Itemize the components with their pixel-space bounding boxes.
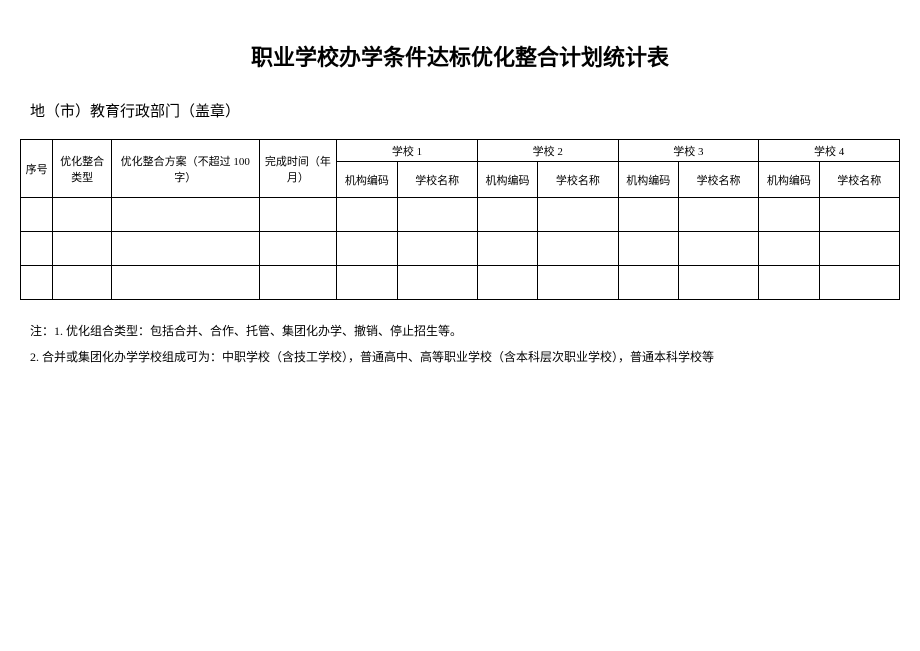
cell <box>759 198 819 232</box>
table-row <box>21 232 900 266</box>
cell <box>397 266 477 300</box>
col-type: 优化整合类型 <box>53 140 112 198</box>
col-org-code-3: 机构编码 <box>618 162 678 198</box>
notes-section: 注：1. 优化组合类型：包括合并、合作、托管、集团化办学、撤销、停止招生等。 2… <box>20 318 900 371</box>
cell <box>819 198 899 232</box>
col-plan: 优化整合方案（不超过 100 字） <box>112 140 259 198</box>
cell <box>678 266 758 300</box>
cell <box>259 232 337 266</box>
col-school-4: 学校 4 <box>759 140 900 162</box>
table-row <box>21 198 900 232</box>
cell <box>759 232 819 266</box>
note-1: 注：1. 优化组合类型：包括合并、合作、托管、集团化办学、撤销、停止招生等。 <box>30 318 900 344</box>
cell <box>397 198 477 232</box>
cell <box>538 266 618 300</box>
col-school-1: 学校 1 <box>337 140 478 162</box>
col-seq: 序号 <box>21 140 53 198</box>
cell <box>337 266 397 300</box>
cell <box>53 232 112 266</box>
cell <box>538 198 618 232</box>
cell <box>477 198 537 232</box>
cell <box>538 232 618 266</box>
cell <box>53 198 112 232</box>
table-row <box>21 266 900 300</box>
col-school-name-2: 学校名称 <box>538 162 618 198</box>
cell <box>112 266 259 300</box>
cell <box>678 198 758 232</box>
cell <box>618 232 678 266</box>
cell <box>618 266 678 300</box>
cell <box>397 232 477 266</box>
document-container: 职业学校办学条件达标优化整合计划统计表 地（市）教育行政部门（盖章） 序号 优化… <box>20 40 900 371</box>
col-school-name-4: 学校名称 <box>819 162 899 198</box>
col-time: 完成时间（年月） <box>259 140 337 198</box>
col-school-2: 学校 2 <box>477 140 618 162</box>
col-org-code-2: 机构编码 <box>477 162 537 198</box>
cell <box>477 232 537 266</box>
col-org-code-1: 机构编码 <box>337 162 397 198</box>
cell <box>21 198 53 232</box>
col-school-name-3: 学校名称 <box>678 162 758 198</box>
cell <box>259 266 337 300</box>
cell <box>819 266 899 300</box>
col-school-name-1: 学校名称 <box>397 162 477 198</box>
cell <box>112 232 259 266</box>
cell <box>477 266 537 300</box>
cell <box>678 232 758 266</box>
page-title: 职业学校办学条件达标优化整合计划统计表 <box>20 40 900 72</box>
cell <box>21 232 53 266</box>
subtitle: 地（市）教育行政部门（盖章） <box>20 100 900 121</box>
note-2: 2. 合并或集团化办学学校组成可为：中职学校（含技工学校），普通高中、高等职业学… <box>30 344 900 370</box>
cell <box>337 232 397 266</box>
cell <box>618 198 678 232</box>
cell <box>259 198 337 232</box>
cell <box>819 232 899 266</box>
cell <box>337 198 397 232</box>
col-org-code-4: 机构编码 <box>759 162 819 198</box>
cell <box>112 198 259 232</box>
cell <box>21 266 53 300</box>
cell <box>53 266 112 300</box>
table-body <box>21 198 900 300</box>
col-school-3: 学校 3 <box>618 140 759 162</box>
statistics-table: 序号 优化整合类型 优化整合方案（不超过 100 字） 完成时间（年月） 学校 … <box>20 139 900 300</box>
table-header-row-1: 序号 优化整合类型 优化整合方案（不超过 100 字） 完成时间（年月） 学校 … <box>21 140 900 162</box>
cell <box>759 266 819 300</box>
